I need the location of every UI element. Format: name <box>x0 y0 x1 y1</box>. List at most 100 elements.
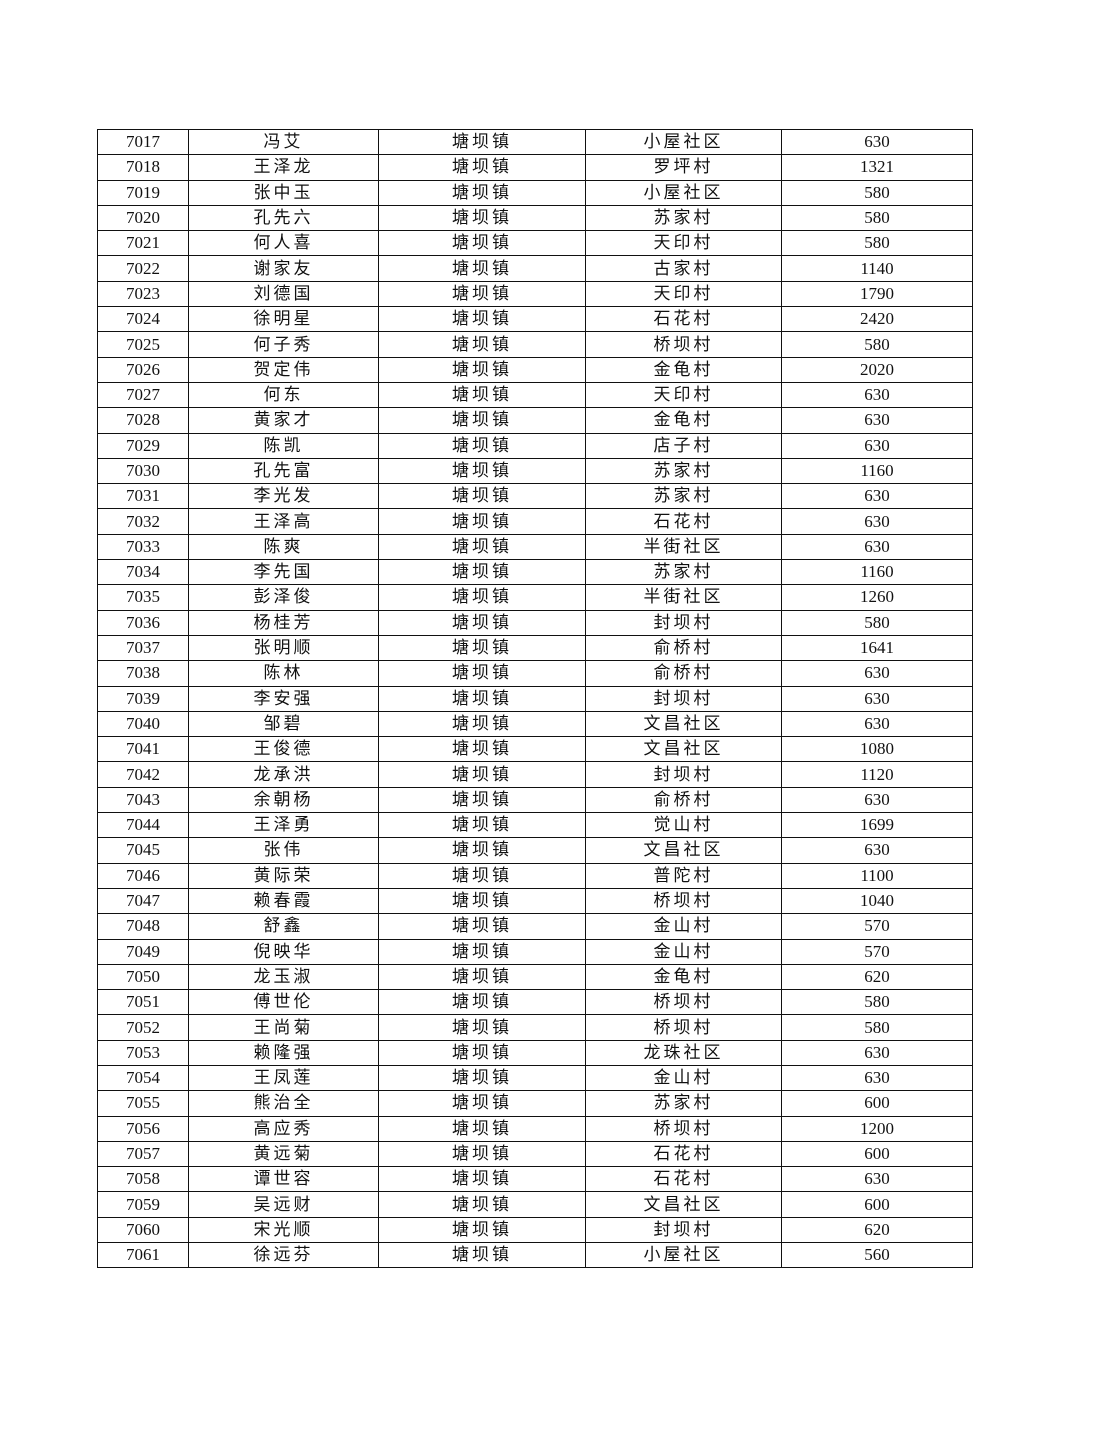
name-cell: 徐远芬 <box>188 1242 379 1269</box>
name-cell: 李光发 <box>188 483 379 510</box>
serial-number-cell: 7041 <box>97 736 189 763</box>
serial-number-cell: 7042 <box>97 761 189 788</box>
town-cell: 塘坝镇 <box>378 1216 586 1244</box>
village-cell: 小屋社区 <box>585 128 782 156</box>
town-cell: 塘坝镇 <box>378 736 586 763</box>
name-cell: 冯艾 <box>188 128 379 156</box>
town-cell: 塘坝镇 <box>378 761 586 788</box>
village-cell: 俞桥村 <box>585 786 782 814</box>
amount-cell: 630 <box>781 1039 973 1066</box>
village-cell: 桥坝村 <box>585 1115 782 1142</box>
town-cell: 塘坝镇 <box>378 938 586 965</box>
serial-number-cell: 7051 <box>97 989 189 1016</box>
serial-number-cell: 7060 <box>97 1216 189 1244</box>
town-cell: 塘坝镇 <box>378 306 586 333</box>
village-cell: 俞桥村 <box>585 660 782 687</box>
town-cell: 塘坝镇 <box>378 1039 586 1066</box>
town-cell: 塘坝镇 <box>378 786 586 814</box>
serial-number-cell: 7058 <box>97 1166 189 1193</box>
table-row: 7046 黄际荣 塘坝镇 普陀村 1100 <box>97 862 973 889</box>
amount-cell: 1641 <box>781 634 973 662</box>
town-cell: 塘坝镇 <box>378 356 586 383</box>
table-row: 7030 孔先富 塘坝镇 苏家村 1160 <box>97 457 973 485</box>
village-cell: 封坝村 <box>585 761 782 788</box>
amount-cell: 630 <box>781 660 973 687</box>
village-cell: 封坝村 <box>585 609 782 636</box>
amount-cell: 630 <box>781 407 973 434</box>
name-cell: 龙承洪 <box>188 761 379 788</box>
serial-number-cell: 7048 <box>97 913 189 940</box>
village-cell: 金山村 <box>585 1064 782 1092</box>
village-cell: 苏家村 <box>585 204 782 232</box>
town-cell: 塘坝镇 <box>378 862 586 889</box>
table-row: 7022 谢家友 塘坝镇 古家村 1140 <box>97 255 973 282</box>
amount-cell: 1260 <box>781 584 973 611</box>
town-cell: 塘坝镇 <box>378 963 586 991</box>
table-row: 7055 熊治全 塘坝镇 苏家村 600 <box>97 1090 973 1117</box>
village-cell: 半街社区 <box>585 584 782 611</box>
table-row: 7026 贺定伟 塘坝镇 金龟村 2020 <box>97 356 973 383</box>
name-cell: 倪映华 <box>188 938 379 965</box>
serial-number-cell: 7049 <box>97 938 189 965</box>
serial-number-cell: 7018 <box>97 154 189 181</box>
town-cell: 塘坝镇 <box>378 533 586 561</box>
amount-cell: 580 <box>781 609 973 636</box>
amount-cell: 570 <box>781 938 973 965</box>
name-cell: 宋光顺 <box>188 1216 379 1244</box>
serial-number-cell: 7024 <box>97 306 189 333</box>
table-row: 7018 王泽龙 塘坝镇 罗坪村 1321 <box>97 154 973 181</box>
town-cell: 塘坝镇 <box>378 483 586 510</box>
serial-number-cell: 7056 <box>97 1115 189 1142</box>
records-table-body: 7017 冯艾 塘坝镇 小屋社区 630 7018 王泽龙 塘坝镇 罗坪村 1321 7019 张中玉… <box>97 128 973 1269</box>
town-cell: 塘坝镇 <box>378 609 586 636</box>
town-cell: 塘坝镇 <box>378 230 586 257</box>
town-cell: 塘坝镇 <box>378 685 586 712</box>
name-cell: 张明顺 <box>188 634 379 662</box>
table-row: 7028 黄家才 塘坝镇 金龟村 630 <box>97 407 973 434</box>
village-cell: 罗坪村 <box>585 154 782 181</box>
serial-number-cell: 7043 <box>97 786 189 814</box>
amount-cell: 570 <box>781 913 973 940</box>
town-cell: 塘坝镇 <box>378 128 586 156</box>
serial-number-cell: 7036 <box>97 609 189 636</box>
amount-cell: 1140 <box>781 255 973 282</box>
village-cell: 石花村 <box>585 1166 782 1193</box>
village-cell: 封坝村 <box>585 1216 782 1244</box>
serial-number-cell: 7059 <box>97 1191 189 1218</box>
amount-cell: 580 <box>781 230 973 257</box>
amount-cell: 580 <box>781 1014 973 1041</box>
name-cell: 王尚菊 <box>188 1014 379 1041</box>
village-cell: 石花村 <box>585 1140 782 1168</box>
town-cell: 塘坝镇 <box>378 457 586 485</box>
name-cell: 张伟 <box>188 837 379 864</box>
table-row: 7059 吴远财 塘坝镇 文昌社区 600 <box>97 1191 973 1218</box>
name-cell: 何东 <box>188 381 379 409</box>
table-row: 7045 张伟 塘坝镇 文昌社区 630 <box>97 837 973 864</box>
serial-number-cell: 7029 <box>97 432 189 459</box>
name-cell: 孔先六 <box>188 204 379 232</box>
name-cell: 邹碧 <box>188 710 379 738</box>
town-cell: 塘坝镇 <box>378 381 586 409</box>
table-row: 7033 陈爽 塘坝镇 半街社区 630 <box>97 533 973 561</box>
name-cell: 李安强 <box>188 685 379 712</box>
town-cell: 塘坝镇 <box>378 1064 586 1092</box>
village-cell: 金山村 <box>585 938 782 965</box>
name-cell: 张中玉 <box>188 179 379 206</box>
village-cell: 古家村 <box>585 255 782 282</box>
amount-cell: 630 <box>781 432 973 459</box>
table-row: 7043 余朝杨 塘坝镇 俞桥村 630 <box>97 786 973 814</box>
amount-cell: 1321 <box>781 154 973 181</box>
town-cell: 塘坝镇 <box>378 989 586 1016</box>
name-cell: 陈爽 <box>188 533 379 561</box>
amount-cell: 580 <box>781 179 973 206</box>
table-row: 7060 宋光顺 塘坝镇 封坝村 620 <box>97 1216 973 1244</box>
table-row: 7056 高应秀 塘坝镇 桥坝村 1200 <box>97 1115 973 1142</box>
table-row: 7051 傅世伦 塘坝镇 桥坝村 580 <box>97 989 973 1016</box>
amount-cell: 600 <box>781 1191 973 1218</box>
amount-cell: 630 <box>781 381 973 409</box>
amount-cell: 630 <box>781 786 973 814</box>
town-cell: 塘坝镇 <box>378 660 586 687</box>
town-cell: 塘坝镇 <box>378 837 586 864</box>
table-row: 7057 黄远菊 塘坝镇 石花村 600 <box>97 1140 973 1168</box>
amount-cell: 1160 <box>781 457 973 485</box>
